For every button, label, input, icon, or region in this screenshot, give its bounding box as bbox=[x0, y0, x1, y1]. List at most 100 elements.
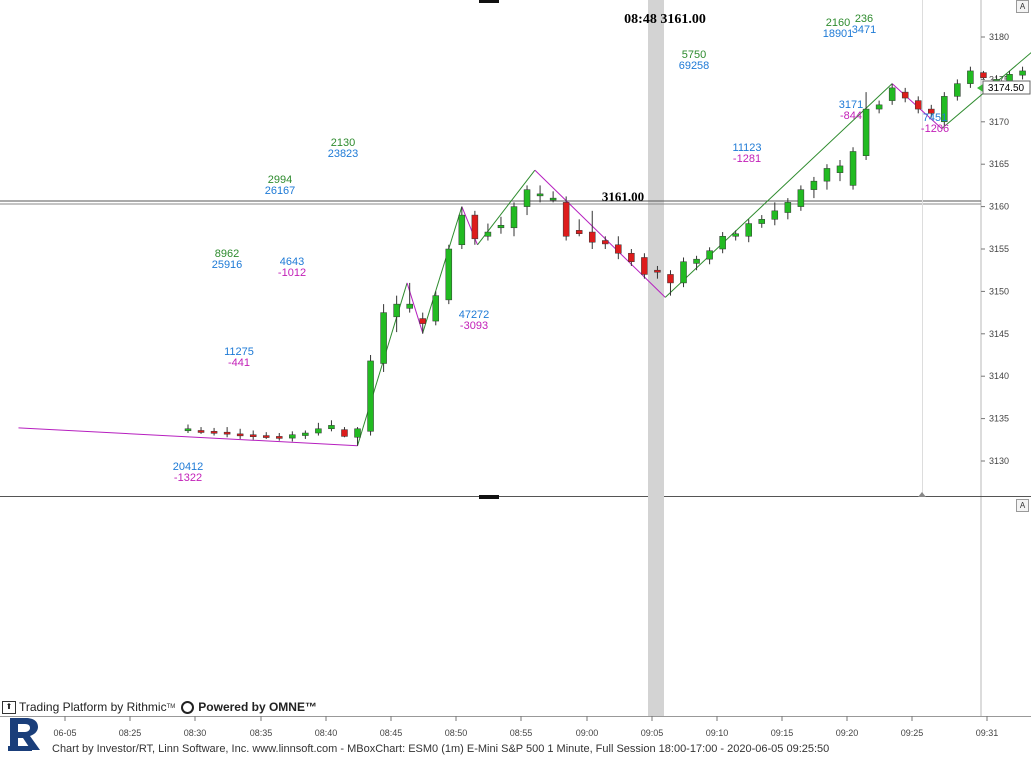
candle-body-up bbox=[797, 189, 805, 207]
candle-body-up bbox=[693, 258, 700, 264]
swing-annotation-text: 2130 bbox=[331, 137, 355, 149]
candle-body-down bbox=[667, 274, 674, 284]
swing-annotation-text: 47272 bbox=[459, 309, 490, 321]
candle-body-down bbox=[615, 244, 622, 254]
time-tick-label: 09:05 bbox=[641, 728, 664, 738]
price-tick-label: 3160 bbox=[989, 202, 1009, 212]
swing-annotation-text: 2160 bbox=[826, 17, 850, 29]
candle-body-down bbox=[980, 72, 987, 78]
swing-annotation-text: 3471 bbox=[852, 24, 876, 36]
time-tick-label: 09:00 bbox=[576, 728, 599, 738]
candles bbox=[184, 66, 1026, 446]
candle bbox=[588, 210, 596, 249]
candle bbox=[810, 176, 818, 199]
candle-body-down bbox=[341, 429, 348, 437]
candle-body-up bbox=[289, 434, 296, 439]
candle bbox=[406, 282, 413, 313]
candle bbox=[954, 79, 961, 101]
time-tick-label: 09:15 bbox=[771, 728, 794, 738]
price-tick-label: 3155 bbox=[989, 244, 1009, 254]
candle bbox=[289, 431, 296, 442]
swing-annotation-text: 23823 bbox=[328, 148, 359, 160]
candle-body-up bbox=[1006, 74, 1013, 82]
candle-body-down bbox=[562, 202, 570, 237]
swing-annotation-text: -3093 bbox=[460, 320, 488, 332]
candle-body-up bbox=[784, 202, 792, 213]
rithmic-label: Trading Platform by Rithmic bbox=[19, 700, 167, 714]
time-tick-label: 08:55 bbox=[510, 728, 533, 738]
candle bbox=[888, 83, 896, 105]
candle-body-up bbox=[523, 189, 531, 207]
candle bbox=[654, 265, 661, 279]
candle-body-down bbox=[262, 435, 270, 438]
crosshair-header-label: 08:48 3161.00 bbox=[624, 12, 706, 27]
candle-body-up bbox=[354, 428, 361, 438]
candle bbox=[380, 304, 387, 372]
candle bbox=[693, 255, 700, 271]
zigzag-segment bbox=[534, 169, 666, 298]
candle-body-up bbox=[967, 70, 974, 84]
candle bbox=[706, 247, 713, 265]
candle bbox=[367, 355, 374, 436]
candle bbox=[471, 210, 479, 245]
swing-annotation-text: 5750 bbox=[682, 49, 706, 61]
price-tick-label: 3130 bbox=[989, 456, 1009, 466]
swing-annotation-text: 4643 bbox=[280, 256, 304, 268]
candle-body-up bbox=[406, 303, 413, 309]
candle-body-up bbox=[536, 193, 544, 197]
panel-splitter-handle[interactable] bbox=[479, 495, 499, 499]
candle bbox=[393, 295, 400, 333]
price-tick-label: 3150 bbox=[989, 286, 1009, 296]
candle bbox=[276, 433, 283, 441]
time-tick-label: 08:35 bbox=[250, 728, 273, 738]
candle-body-up bbox=[184, 428, 192, 432]
candle bbox=[771, 202, 779, 226]
candle bbox=[197, 427, 205, 434]
last-price-tag-text: 3174.50 bbox=[988, 83, 1025, 94]
swing-annotation-text: 25916 bbox=[212, 259, 243, 271]
candle bbox=[914, 96, 922, 114]
candle bbox=[758, 215, 766, 228]
top-panel-handle[interactable] bbox=[479, 0, 499, 3]
time-tick-label: 09:10 bbox=[706, 728, 729, 738]
candle-body-up bbox=[706, 250, 713, 260]
price-tick-label: 3180 bbox=[989, 32, 1009, 42]
time-axis[interactable]: 06-05 08:25 08:30 08:35 08:40 08:45 08:50 08:55… bbox=[53, 716, 998, 738]
candle-body-down bbox=[628, 252, 635, 262]
last-price-tag: 3174.50 bbox=[977, 80, 1031, 95]
zigzag-segment bbox=[664, 83, 893, 298]
candle-body-down bbox=[575, 230, 583, 234]
swing-annotation-text: 2994 bbox=[268, 174, 292, 186]
candle-body-down bbox=[471, 214, 479, 240]
candle bbox=[210, 427, 218, 436]
candle-body-down bbox=[602, 240, 609, 245]
candle-body-down bbox=[197, 430, 205, 433]
swing-annotation-text: 3171 bbox=[839, 99, 863, 111]
candle-body-up bbox=[380, 312, 387, 364]
time-tick-label: 08:45 bbox=[380, 728, 403, 738]
candle bbox=[523, 185, 531, 216]
candle bbox=[928, 104, 935, 118]
candle bbox=[1019, 66, 1026, 80]
candle bbox=[484, 223, 492, 241]
candle bbox=[236, 428, 244, 439]
candle-body-up bbox=[1019, 70, 1026, 76]
candle bbox=[562, 196, 570, 241]
candle-body-up bbox=[432, 295, 440, 322]
candle-body-down bbox=[210, 431, 218, 434]
candle bbox=[249, 430, 257, 440]
candle-body-up bbox=[954, 83, 961, 97]
candle bbox=[419, 312, 426, 334]
swing-annotation-text: -441 bbox=[228, 357, 250, 369]
candle bbox=[602, 236, 609, 249]
price-axis[interactable]: 3130313531403145315031553160316531703175… bbox=[981, 32, 1009, 466]
candle-body-up bbox=[862, 108, 870, 156]
candle bbox=[875, 100, 883, 114]
main-panel-a-button[interactable]: A bbox=[1016, 0, 1029, 13]
lower-panel-a-button[interactable]: A bbox=[1016, 499, 1029, 512]
candle bbox=[719, 232, 726, 254]
time-tick-label: 08:25 bbox=[119, 728, 142, 738]
candle bbox=[862, 92, 870, 160]
candle-body-down bbox=[901, 91, 909, 99]
